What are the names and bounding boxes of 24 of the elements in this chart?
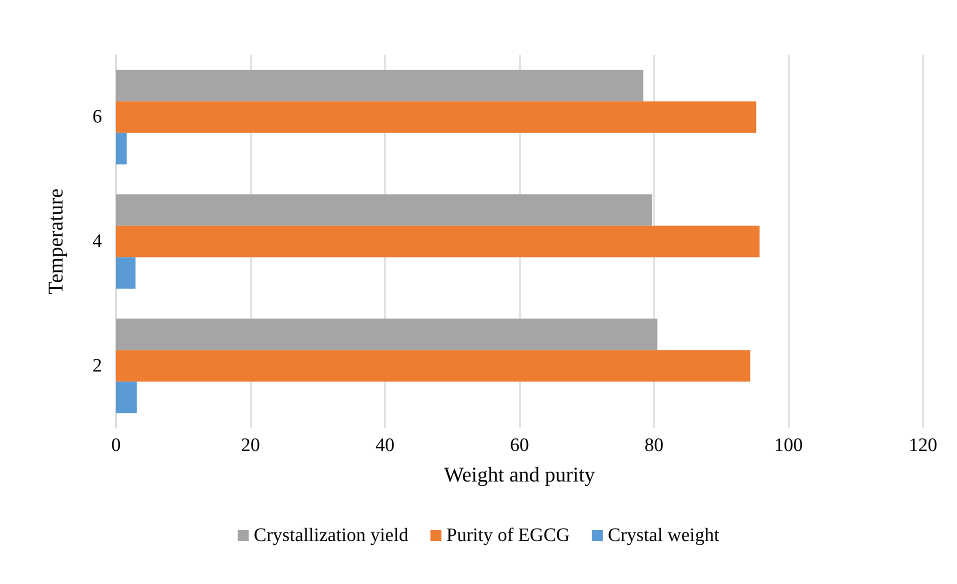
bar (116, 257, 136, 289)
legend-label: Crystal weight (608, 525, 720, 546)
bar (116, 350, 750, 382)
x-tick-label: 20 (241, 435, 260, 456)
bar (116, 318, 658, 350)
y-tick-label: 2 (92, 355, 102, 376)
y-tick-label: 4 (92, 231, 102, 252)
x-tick-label: 40 (376, 435, 394, 456)
x-tick-label: 120 (908, 435, 938, 456)
bar (116, 70, 644, 102)
bar (116, 101, 756, 133)
y-axis-title: Temperature (44, 188, 68, 294)
legend-label: Purity of EGCG (446, 525, 570, 546)
x-tick-label: 100 (774, 435, 803, 456)
x-tick-label: 60 (510, 435, 529, 456)
legend-label: Crystallization yield (254, 525, 409, 546)
x-tick-label: 80 (644, 435, 664, 456)
x-axis-title: Weight and purity (444, 462, 596, 486)
bar (116, 382, 137, 414)
bar (116, 226, 760, 258)
x-tick-label: 0 (111, 435, 121, 456)
bar (116, 194, 652, 226)
bar (116, 132, 127, 164)
y-tick-label: 6 (92, 106, 102, 128)
